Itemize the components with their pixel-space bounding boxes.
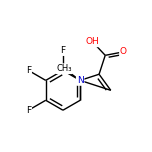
Text: OH: OH bbox=[86, 37, 99, 46]
Text: F: F bbox=[26, 66, 31, 75]
Text: O: O bbox=[120, 47, 127, 56]
Text: F: F bbox=[26, 106, 31, 115]
Text: F: F bbox=[60, 46, 66, 55]
Text: CH₃: CH₃ bbox=[56, 64, 72, 73]
Text: N: N bbox=[77, 76, 84, 85]
